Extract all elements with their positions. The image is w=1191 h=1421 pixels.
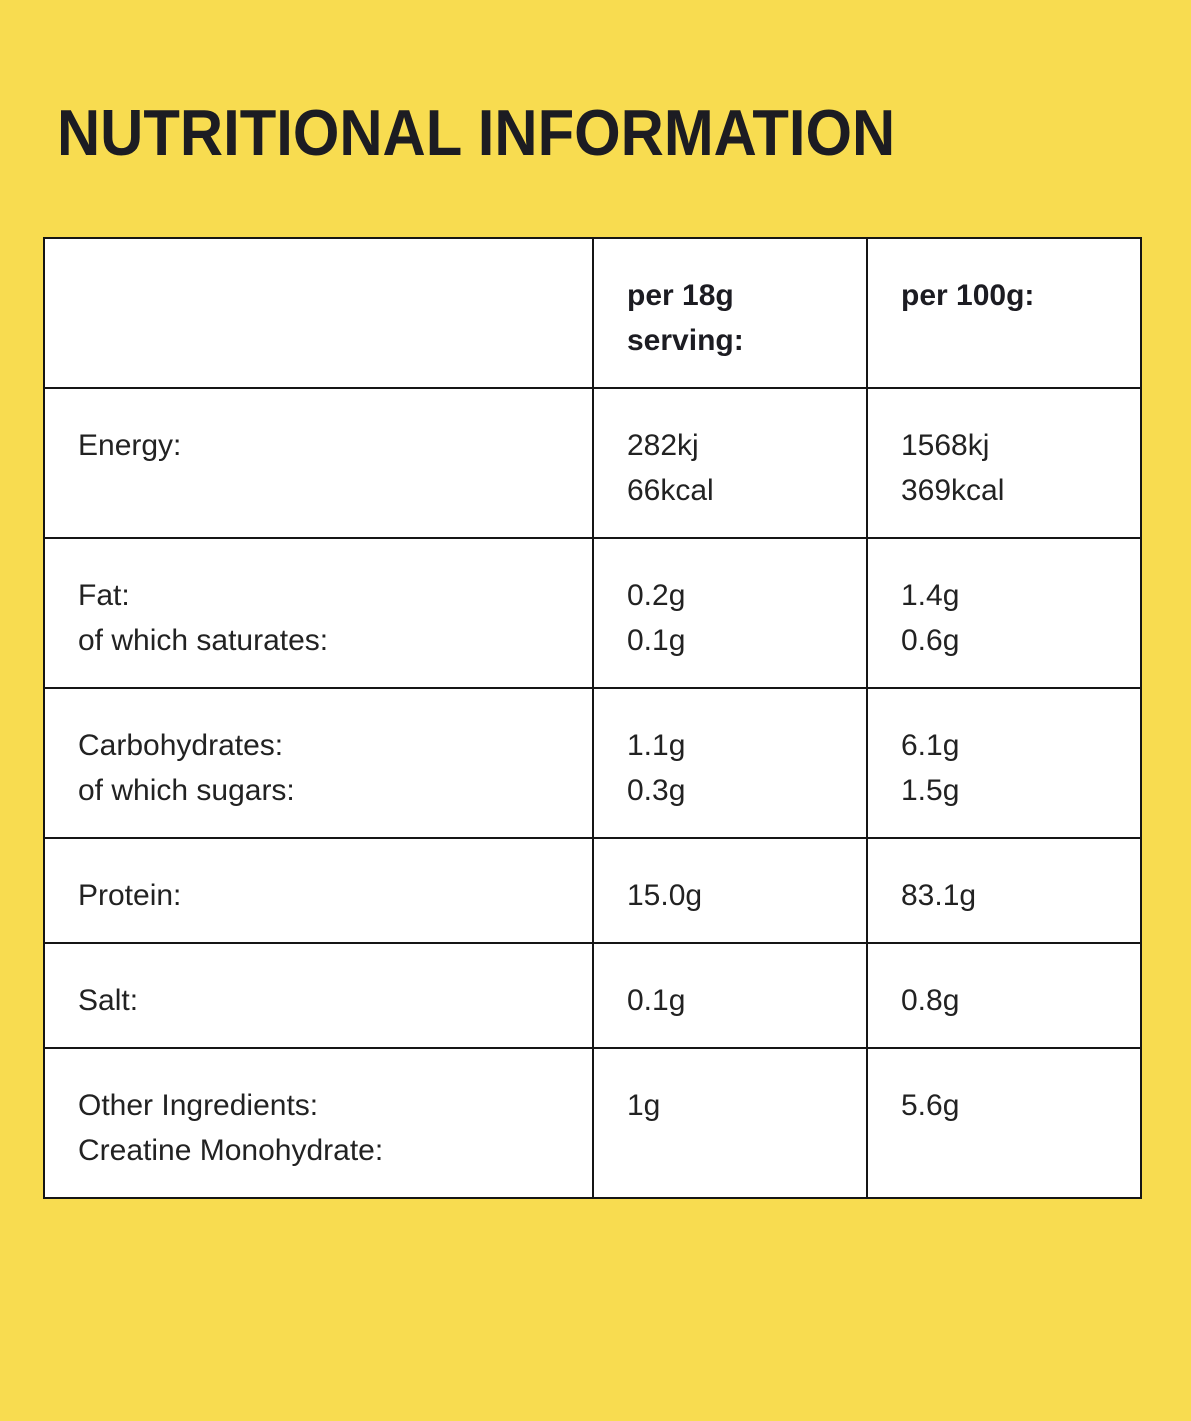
row-label: of which saturates: <box>78 624 329 657</box>
row-label: Carbohydrates: <box>78 729 284 762</box>
value: 66kcal <box>627 474 714 507</box>
value: 1.4g <box>901 579 960 612</box>
value-cell-per-serving: 0.2g 0.1g <box>592 537 868 689</box>
value-cell-per-serving: 0.1g <box>592 942 868 1049</box>
row-label-cell: Carbohydrates: of which sugars: <box>43 687 594 839</box>
value-cell-per-100g: 1568kj 369kcal <box>866 387 1142 539</box>
value: 83.1g <box>901 879 977 912</box>
row-label: Creatine Monohydrate: <box>78 1134 384 1167</box>
value-cell-per-serving: 15.0g <box>592 837 868 944</box>
table-row-fat: Fat: of which saturates: 0.2g 0.1g 1.4g … <box>43 537 1142 689</box>
value: 6.1g <box>901 729 960 762</box>
row-label-cell: Salt: <box>43 942 594 1049</box>
row-label-cell: Protein: <box>43 837 594 944</box>
table-row-energy: Energy: 282kj 66kcal 1568kj 369kcal <box>43 387 1142 539</box>
value: 1g <box>627 1089 661 1122</box>
page-title: NUTRITIONAL INFORMATION <box>57 96 896 169</box>
value: 0.3g <box>627 774 686 807</box>
value-cell-per-100g: 6.1g 1.5g <box>866 687 1142 839</box>
value-cell-per-100g: 1.4g 0.6g <box>866 537 1142 689</box>
row-label-cell: Other Ingredients: Creatine Monohydrate: <box>43 1047 594 1199</box>
row-label: Other Ingredients: <box>78 1089 319 1122</box>
header-cell-empty <box>43 237 594 389</box>
value-cell-per-serving: 1g <box>592 1047 868 1199</box>
value: 0.8g <box>901 984 960 1017</box>
header-line: serving: <box>627 324 744 357</box>
value: 0.1g <box>627 624 686 657</box>
row-label-cell: Fat: of which saturates: <box>43 537 594 689</box>
row-label: of which sugars: <box>78 774 295 807</box>
row-label: Fat: <box>78 579 130 612</box>
header-cell-per-100g: per 100g: <box>866 237 1142 389</box>
value: 1.1g <box>627 729 686 762</box>
value-cell-per-serving: 282kj 66kcal <box>592 387 868 539</box>
value: 0.6g <box>901 624 960 657</box>
value-cell-per-100g: 5.6g <box>866 1047 1142 1199</box>
header-line: per 100g: <box>901 279 1035 312</box>
header-row: per 18g serving: per 100g: <box>43 237 1142 389</box>
row-label: Protein: <box>78 879 182 912</box>
header-cell-per-serving: per 18g serving: <box>592 237 868 389</box>
nutrition-table: per 18g serving: per 100g: Energy: 282kj… <box>43 237 1142 1199</box>
value: 369kcal <box>901 474 1005 507</box>
value-cell-per-serving: 1.1g 0.3g <box>592 687 868 839</box>
table-row-protein: Protein: 15.0g 83.1g <box>43 837 1142 944</box>
value: 1568kj <box>901 429 990 462</box>
row-label: Energy: <box>78 429 182 462</box>
value: 0.2g <box>627 579 686 612</box>
row-label: Salt: <box>78 984 139 1017</box>
header-line: per 18g <box>627 279 734 312</box>
value-cell-per-100g: 0.8g <box>866 942 1142 1049</box>
row-label-cell: Energy: <box>43 387 594 539</box>
value: 0.1g <box>627 984 686 1017</box>
value: 5.6g <box>901 1089 960 1122</box>
table-row-salt: Salt: 0.1g 0.8g <box>43 942 1142 1049</box>
value: 1.5g <box>901 774 960 807</box>
table-row-other-ingredients: Other Ingredients: Creatine Monohydrate:… <box>43 1047 1142 1199</box>
value: 282kj <box>627 429 699 462</box>
value-cell-per-100g: 83.1g <box>866 837 1142 944</box>
table-row-carbohydrates: Carbohydrates: of which sugars: 1.1g 0.3… <box>43 687 1142 839</box>
value: 15.0g <box>627 879 703 912</box>
